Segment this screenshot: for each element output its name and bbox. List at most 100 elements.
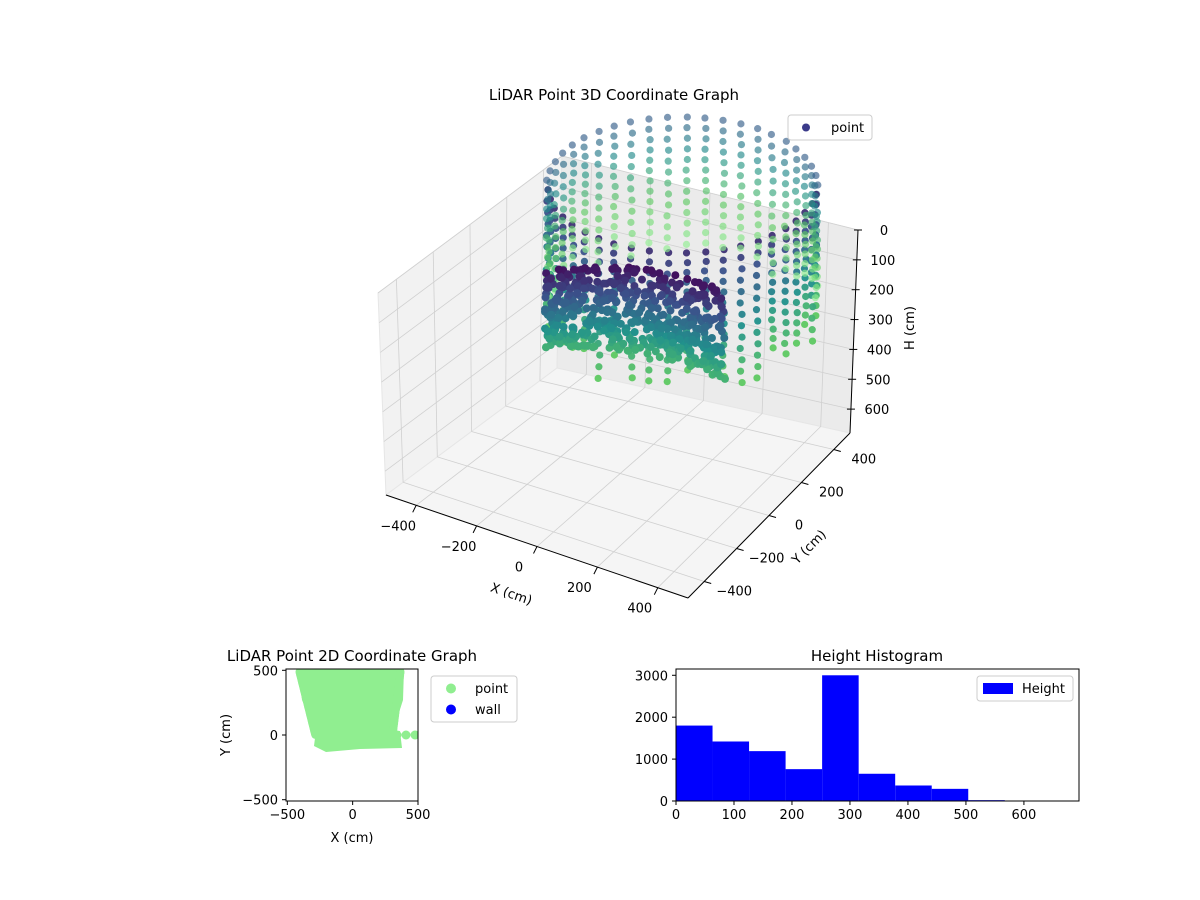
point-cloud — [541, 113, 822, 387]
point-marker — [673, 316, 682, 325]
point-marker — [666, 306, 675, 315]
point-marker — [701, 314, 710, 323]
point-marker — [610, 162, 618, 170]
point-marker — [737, 120, 745, 128]
point-marker — [545, 248, 553, 256]
point-marker — [737, 322, 746, 330]
point-marker — [663, 245, 671, 253]
legend-label-height: Height — [1022, 682, 1065, 697]
point-marker — [792, 145, 800, 153]
point-marker — [630, 268, 639, 277]
point-marker — [595, 193, 603, 201]
point-marker — [683, 124, 691, 132]
point-marker — [736, 130, 744, 138]
point-marker — [619, 339, 628, 348]
point-marker — [672, 283, 681, 292]
point-marker — [645, 239, 653, 247]
point-marker — [811, 263, 819, 271]
point-marker — [670, 325, 679, 334]
point-marker — [782, 318, 790, 327]
legend-box-hist — [976, 675, 1074, 702]
point-marker — [683, 230, 691, 238]
x-tick-label-hist: 400 — [896, 808, 921, 823]
point-marker — [682, 293, 691, 302]
point-marker — [551, 211, 560, 219]
point-marker — [568, 330, 577, 339]
z-tick-label: 0 — [880, 224, 888, 239]
point-marker — [720, 333, 729, 342]
point-marker — [646, 342, 655, 351]
grid-y-floor — [437, 456, 737, 549]
point-marker — [753, 157, 762, 165]
histogram-title: Height Histogram — [811, 647, 943, 665]
grid-z-left — [384, 342, 558, 472]
legend-label-wall-2d: wall — [475, 703, 501, 718]
point-marker — [702, 166, 710, 174]
histogram-bar — [822, 675, 859, 801]
point-marker — [702, 299, 711, 308]
grid-x-back — [761, 207, 770, 414]
grid-y-floor — [505, 405, 802, 483]
point-marker — [552, 233, 560, 241]
point-marker — [719, 190, 728, 199]
point-marker — [646, 156, 654, 164]
point-marker — [612, 343, 621, 352]
y-tick-label-hist: 3000 — [635, 669, 668, 684]
point-marker — [567, 310, 576, 319]
point-marker — [593, 322, 602, 331]
chart-3d-title: LiDAR Point 3D Coordinate Graph — [489, 86, 739, 104]
point-marker — [555, 339, 564, 348]
point-marker — [737, 151, 745, 159]
y-tick-label-2d: 0 — [270, 729, 278, 744]
point-marker — [719, 212, 728, 220]
point-marker — [594, 248, 602, 256]
point-marker — [720, 180, 728, 188]
point-marker — [577, 328, 586, 337]
point-marker — [554, 314, 563, 323]
point-marker — [780, 158, 789, 167]
point-marker — [720, 159, 728, 167]
point-marker — [719, 233, 727, 241]
point-marker — [720, 169, 729, 177]
point-marker — [781, 277, 790, 285]
point-marker — [610, 122, 618, 130]
y-tick-mark — [768, 515, 777, 518]
point-marker — [570, 302, 579, 311]
point-marker — [683, 219, 691, 227]
point-marker — [664, 367, 672, 375]
point-marker — [702, 124, 710, 133]
grid-z-left — [380, 218, 561, 353]
point-marker — [754, 231, 762, 240]
point-marker — [581, 171, 590, 179]
point-marker — [736, 244, 745, 252]
point-marker — [707, 333, 716, 342]
legend-box — [787, 114, 873, 141]
point-marker — [781, 339, 789, 348]
point-marker — [573, 289, 582, 298]
point-marker — [738, 333, 746, 341]
point-marker — [687, 320, 696, 329]
point-marker — [792, 230, 800, 238]
point-marker — [647, 304, 656, 313]
point-marker — [582, 245, 590, 254]
point-marker — [700, 267, 709, 275]
point-marker — [738, 265, 746, 273]
point-marker — [800, 221, 809, 229]
point-marker — [807, 162, 816, 170]
point-marker — [800, 182, 809, 190]
point-marker — [801, 320, 809, 329]
point-marker — [663, 377, 671, 386]
point-marker — [663, 135, 671, 143]
point-marker — [626, 118, 635, 126]
point-marker — [754, 221, 762, 229]
point-marker — [811, 294, 819, 302]
point-marker — [782, 137, 790, 145]
point-marker — [624, 301, 633, 310]
point-marker — [701, 176, 710, 185]
point-marker — [568, 197, 576, 205]
point-marker — [701, 323, 710, 332]
point-marker — [719, 256, 727, 264]
point-marker — [552, 321, 561, 330]
point-marker — [568, 141, 576, 149]
y-axis-label-2d: Y (cm) — [219, 714, 234, 757]
